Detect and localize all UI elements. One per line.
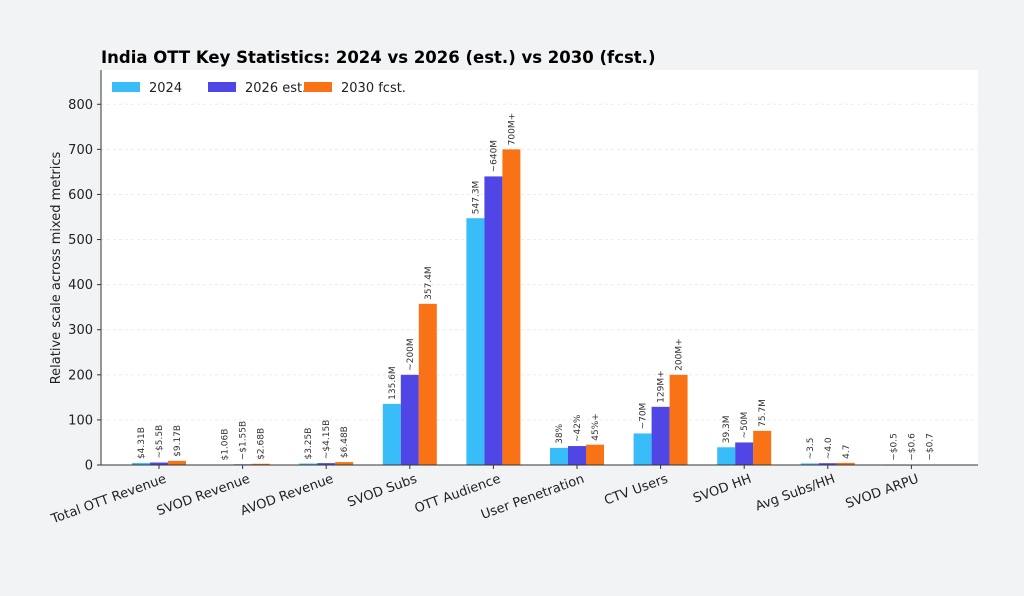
bar [168,460,186,465]
legend-swatch [208,82,236,92]
y-tick-label: 200 [68,368,93,383]
legend: 2024 2026 est. 2030 fcst. [112,81,406,96]
y-tick-label: 500 [68,233,93,248]
bar [251,463,270,465]
bar [317,463,336,465]
bar [800,463,819,465]
x-tick-label: SVOD HH [691,472,753,507]
y-tick-label: 800 [68,98,93,113]
y-tick-label: 0 [85,459,93,474]
bar [400,374,419,465]
data-label: 357.4M [424,266,434,300]
bar [466,218,485,465]
bar [299,463,318,465]
data-label: ~$4.15B [322,420,332,459]
bar [418,303,437,465]
bar [818,463,837,465]
y-tick-label: 600 [68,188,93,203]
bar [669,374,688,465]
data-label: 45%+ [591,413,601,441]
data-label: 200M+ [675,338,685,370]
y-tick-label: 100 [68,413,93,428]
data-label: ~640M [489,140,499,172]
bar [836,462,855,465]
data-label: 4.7 [842,445,852,459]
bar [150,462,168,465]
bar [550,447,568,465]
data-label: ~$1.55B [239,421,249,460]
x-tick-label: SVOD ARPU [844,472,921,512]
y-axis-label: Relative scale across mixed metrics [49,151,64,384]
data-label: $4.31B [137,427,147,459]
legend-swatch [304,82,332,92]
data-label: 39.3M [722,415,732,443]
legend-label: 2024 [149,81,182,96]
bar [735,442,754,465]
x-tick-label: Total OTT Revenue [48,472,168,528]
data-label: 135.6M [388,366,398,400]
bar [651,406,670,465]
bar [717,447,736,465]
chart-title: India OTT Key Statistics: 2024 vs 2026 (… [101,48,656,67]
legend-label: 2026 est. [245,81,306,96]
bar [568,446,586,465]
data-label: ~3.5 [806,438,816,460]
data-label: ~70M [639,403,649,430]
bar [753,430,772,465]
data-label: 700M+ [507,113,517,145]
bar [586,444,604,465]
bar [502,149,521,466]
data-label: $6.48B [340,426,350,458]
data-label: ~50M [740,412,750,439]
x-tick-label: Avg Subs/HH [753,472,837,515]
data-label: $3.25B [304,428,314,460]
bar [633,433,652,465]
data-label: ~$5.5B [155,425,165,459]
x-tick-label: CTV Users [602,472,670,509]
y-tick-label: 400 [68,278,93,293]
data-label: $1.06B [221,429,231,461]
data-label: $9.17B [173,425,183,457]
data-label: ~42% [573,414,583,442]
bar [335,462,354,465]
x-tick-label: AVOD Revenue [239,472,336,520]
data-label: ~$0.7 [925,433,935,461]
data-label: ~4.0 [824,437,834,459]
data-label: 129M+ [657,370,667,402]
bar [132,463,150,465]
x-tick-label: SVOD Revenue [155,472,252,520]
data-label: ~$0.6 [907,433,917,461]
plot-area [101,70,978,465]
data-label: ~200M [406,338,416,370]
y-tick-label: 700 [68,143,93,158]
y-tick-label: 300 [68,323,93,338]
legend-swatch [112,82,140,92]
data-label: 547.3M [471,181,481,215]
bar [484,176,503,465]
data-label: ~$0.5 [889,433,899,461]
x-tick-label: SVOD Subs [346,472,420,511]
data-label: $2.68B [257,428,267,460]
bar [382,403,401,465]
data-label: 75.7M [758,399,768,427]
data-label: 38% [555,423,565,443]
legend-label: 2030 fcst. [341,81,406,96]
